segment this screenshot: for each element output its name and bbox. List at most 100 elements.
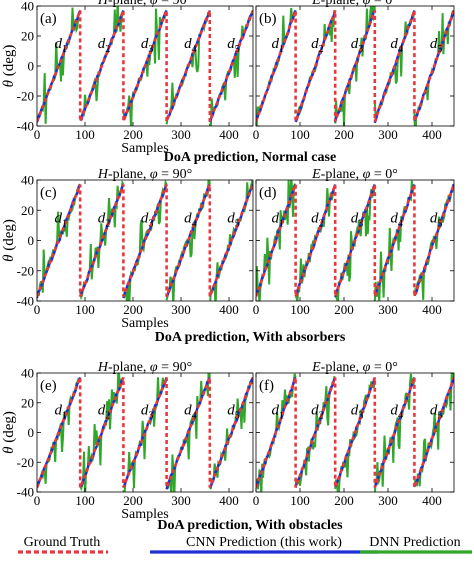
x-tick-label: 0: [253, 493, 260, 508]
legend-label: DNN Prediction: [369, 535, 460, 550]
panel-label: (c): [40, 185, 57, 201]
x-tick-label: 400: [219, 302, 239, 317]
x-axis-label: Samples: [121, 316, 168, 331]
segment-label: d5: [227, 36, 240, 55]
ground-truth-line: [37, 377, 253, 488]
x-tick-label: 100: [290, 127, 310, 142]
legend-item: Ground Truth: [18, 535, 108, 554]
plot-lines: [256, 180, 454, 301]
segment-label: d1: [55, 403, 67, 422]
x-tick-label: 300: [378, 493, 398, 508]
ground-truth-line: [37, 184, 253, 297]
segment-label: d2: [98, 403, 111, 422]
segment-label: d1: [272, 403, 285, 422]
cnn-series-line: [79, 183, 125, 298]
x-tick-label: 200: [334, 302, 354, 317]
segment-label: d1: [55, 210, 67, 229]
y-tick-label: 40: [21, 173, 34, 188]
x-tick-label: 200: [123, 127, 143, 142]
x-tick-label: 100: [290, 302, 310, 317]
x-tick-label: 300: [171, 127, 191, 142]
segment-label: d5: [430, 36, 443, 55]
y-tick-label: -20: [17, 455, 34, 470]
plot-lines: [37, 180, 253, 301]
x-tick-label: 100: [75, 493, 95, 508]
panel-b: 0 100 200 300 400 E-plane, φ = 0° (b) d1 d2 d3 d4 d…: [253, 0, 455, 142]
x-tick-label: 0: [34, 302, 41, 317]
plot-lines: [37, 373, 253, 492]
segment-label: d4: [390, 36, 403, 55]
segment-label: d1: [55, 36, 67, 55]
x-tick-label: 300: [378, 302, 398, 317]
cnn-series-line: [208, 10, 253, 123]
panel-title: H-plane, φ = 90°: [97, 360, 192, 375]
x-tick-label: 300: [378, 127, 398, 142]
row-title: DoA prediction, With absorbers: [155, 330, 346, 345]
segment-label: d4: [184, 36, 197, 55]
panel-label: (f): [259, 378, 274, 394]
segment-label: d3: [351, 210, 364, 229]
legend-item: DNN Prediction: [360, 535, 472, 554]
x-tick-label: 0: [34, 127, 41, 142]
x-tick-label: 400: [422, 127, 442, 142]
segment-label: d2: [311, 36, 324, 55]
y-tick-label: 20: [21, 29, 34, 44]
ground-truth-line: [256, 184, 454, 297]
x-tick-label: 0: [34, 493, 41, 508]
panel-title: H-plane, φ = 90°: [97, 0, 192, 8]
segment-label: d5: [227, 210, 240, 229]
legend-item: CNN Prediction (this work): [150, 535, 378, 554]
y-tick-label: -40: [17, 119, 34, 134]
panel-f: 0 100 200 300 400 E-plane, φ = 0° (f) d1 d2 d3 d4 d…: [253, 360, 455, 508]
y-tick-label: 0: [28, 233, 35, 248]
cnn-series-line: [413, 377, 454, 487]
panel-title: H-plane, φ = 90°: [97, 167, 192, 182]
cnn-series-line: [122, 184, 168, 299]
x-tick-label: 200: [123, 302, 143, 317]
cnn-series-line: [334, 9, 376, 123]
cnn-series-line: [294, 10, 337, 123]
dnn-series-line: [79, 6, 125, 119]
segment-label: d3: [141, 403, 154, 422]
segment-label: d2: [311, 403, 324, 422]
plot-lines: [256, 373, 454, 492]
panel-e: 0 100 200 300 400 -40 -20 0 20 40 H-plane, φ = 90°…: [1, 360, 254, 522]
segment-label: d4: [390, 403, 403, 422]
segment-label: d1: [272, 210, 285, 229]
x-tick-label: 300: [171, 302, 191, 317]
segment-label: d3: [141, 36, 154, 55]
y-tick-label: 40: [21, 366, 34, 381]
legend: Ground Truth CNN Prediction (this work) DN…: [18, 535, 472, 554]
panel-label: (a): [40, 11, 57, 27]
ground-truth-line: [256, 377, 454, 488]
x-tick-label: 100: [75, 127, 95, 142]
segment-label: d5: [227, 403, 240, 422]
y-tick-label: -40: [17, 485, 34, 500]
segment-label: d3: [141, 210, 154, 229]
segment-label: d4: [184, 210, 197, 229]
x-tick-label: 400: [219, 127, 239, 142]
plot-lines: [37, 6, 253, 126]
x-tick-label: 400: [219, 493, 239, 508]
panel-label: (d): [259, 185, 277, 201]
x-tick-label: 0: [253, 302, 260, 317]
y-tick-label: -20: [17, 89, 34, 104]
panel-label: (e): [40, 378, 57, 394]
segment-label: d4: [390, 210, 403, 229]
segment-label: d2: [98, 210, 111, 229]
x-tick-label: 200: [334, 493, 354, 508]
segment-label: d1: [272, 36, 285, 55]
cnn-series-line: [334, 183, 376, 298]
row-title: DoA prediction, With obstacles: [157, 518, 343, 533]
cnn-series-line: [208, 376, 253, 489]
segment-label: d3: [351, 36, 364, 55]
plot-lines: [256, 6, 454, 126]
dnn-series-line: [413, 10, 454, 126]
segment-label: d2: [311, 210, 324, 229]
y-axis-label: θ (deg): [1, 411, 17, 454]
panel-title: E-plane, φ = 0°: [311, 360, 398, 375]
y-tick-label: 20: [21, 203, 34, 218]
legend-label: CNN Prediction (this work): [186, 535, 342, 550]
panel-title: E-plane, φ = 0°: [311, 0, 398, 8]
